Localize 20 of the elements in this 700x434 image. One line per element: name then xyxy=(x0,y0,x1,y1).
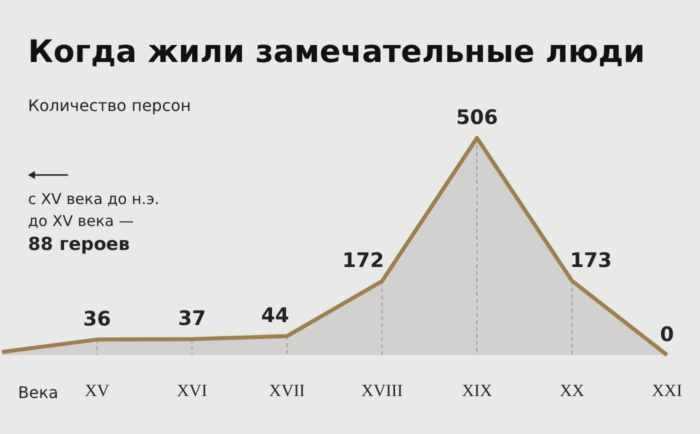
x-tick-label: XX xyxy=(560,381,584,400)
x-tick-label: XXI xyxy=(652,381,682,400)
y-axis-title: Количество персон xyxy=(28,96,191,115)
data-label: 506 xyxy=(456,105,498,129)
annotation: 88 героев xyxy=(28,234,130,255)
data-label: 173 xyxy=(570,248,612,272)
x-tick-label: XVIII xyxy=(361,381,404,400)
data-label: 0 xyxy=(660,322,674,346)
chart-title: Когда жили замечательные люди xyxy=(28,34,646,70)
annotation: до XV века — xyxy=(28,212,134,230)
data-label: 44 xyxy=(261,303,289,328)
x-tick-label: XV xyxy=(84,381,110,400)
data-label: 37 xyxy=(178,306,206,330)
x-axis-title: Века xyxy=(18,383,58,402)
x-tick-label: XVI xyxy=(176,381,208,400)
data-label: 172 xyxy=(342,248,384,272)
x-tick-label: XVII xyxy=(269,381,306,400)
x-tick-label: XIX xyxy=(462,381,492,400)
annotation: с XV века до н.э. xyxy=(28,190,160,208)
data-label: 36 xyxy=(83,306,111,331)
